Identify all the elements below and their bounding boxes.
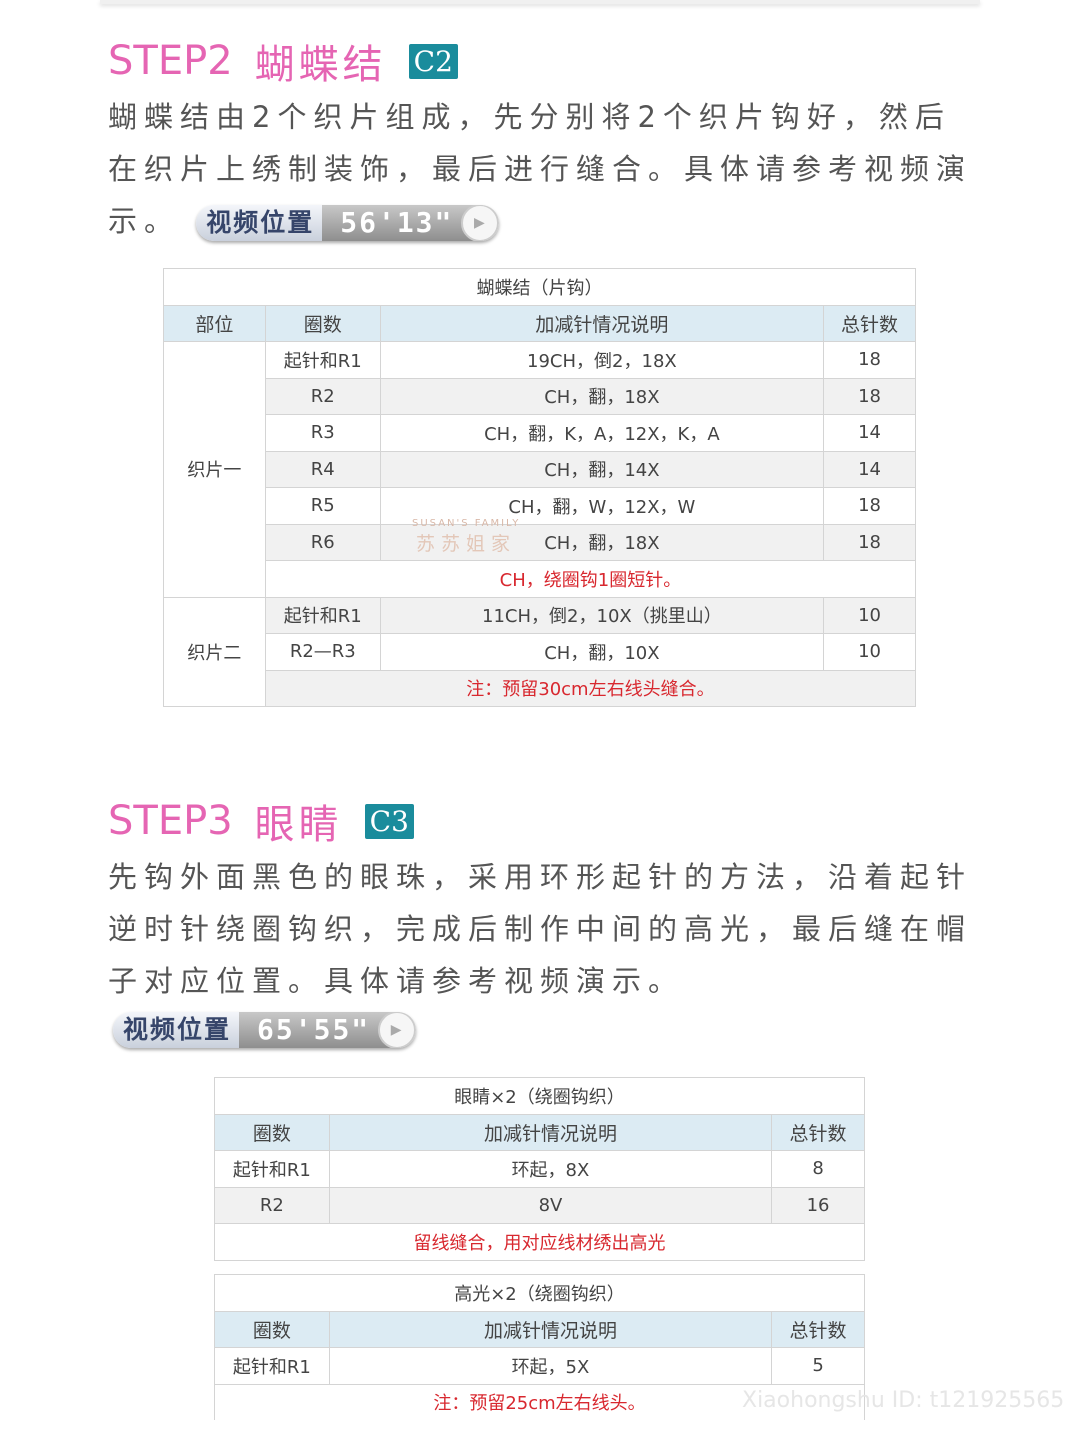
video-position-button[interactable]: 视频位置 65'55" ▶: [113, 1012, 417, 1048]
bow-table: 蝴蝶结（片钩） 部位 圈数 加减针情况说明 总针数 织片一 起针和R1 19CH，倒2，…: [163, 268, 917, 707]
video-position-button[interactable]: 视频位置 56'13" ▶: [196, 205, 500, 241]
play-icon[interactable]: ▶: [461, 205, 500, 241]
top-divider: [100, 0, 980, 4]
table-row: 起针和R1 环起，5X 5: [214, 1347, 865, 1385]
step-number: STEP3: [108, 798, 233, 844]
eye-table: 眼睛×2（绕圈钩织） 圈数 加减针情况说明 总针数 起针和R1 环起，8X 8 R2 8V…: [214, 1077, 865, 1261]
table-row: R2 8V 16: [214, 1186, 865, 1224]
watermark-logo: SUSAN'S FAMILY: [412, 518, 521, 529]
table-title: 蝴蝶结（片钩）: [163, 268, 916, 306]
table-row: R3 CH，翻，K，A，12X，K，A 14: [164, 414, 916, 452]
table-row: R4 CH，翻，14X 14: [164, 450, 916, 488]
step-name: 眼睛: [254, 802, 343, 848]
watermark-logo: 苏苏姐家: [416, 533, 517, 555]
table-row: 起针和R1 环起，8X 8: [214, 1150, 865, 1188]
step-number: STEP2: [108, 38, 233, 84]
step-name: 蝴蝶结: [254, 42, 387, 88]
table-row: R2—R3 CH，翻，10X 10: [164, 633, 916, 671]
table-row: 织片一 起针和R1 19CH，倒2，18X 18: [163, 341, 916, 598]
xiaohongshu-watermark: Xiaohongshu ID: t121925565: [742, 1388, 1065, 1413]
step2-description: 蝴蝶结由2个织片组成，先分别将2个织片钩好，然后在织片上绣制装饰，最后进行缝合。…: [108, 91, 978, 247]
step2-heading: STEP2 蝴蝶结 C2: [108, 32, 458, 90]
table-row: R6 CH，翻，18X 18: [164, 523, 916, 561]
table-note-row: 留线缝合，用对应线材绣出高光: [214, 1223, 865, 1261]
table-title: 眼睛×2（绕圈钩织）: [214, 1077, 865, 1115]
table-row: 织片二 起针和R1 11CH，倒2，10X（挑里山） 10: [163, 596, 916, 707]
table-note-row: 注：预留30cm左右线头缝合。: [164, 669, 917, 707]
table-row: R5 CH，翻，W，12X，W 18: [164, 487, 916, 525]
step-badge: C2: [408, 43, 458, 79]
table-note-row: 注：预留25cm左右线头。: [214, 1383, 865, 1420]
table-note-row: CH，绕圈钩1圈短针。: [164, 560, 917, 598]
highlight-table: 高光×2（绕圈钩织） 圈数 加减针情况说明 总针数 起针和R1 环起，5X 5 注：预留…: [214, 1274, 865, 1420]
step-badge: C3: [364, 803, 414, 839]
table-title: 高光×2（绕圈钩织）: [214, 1274, 865, 1312]
step3-description: 先钩外面黑色的眼珠，采用环形起针的方法，沿着起针逆时针绕圈钩织，完成后制作中间的…: [108, 860, 973, 998]
table-row: R2 CH，翻，18X 18: [164, 377, 916, 415]
step3-heading: STEP3 眼睛 C3: [108, 792, 414, 850]
play-icon[interactable]: ▶: [378, 1012, 417, 1048]
